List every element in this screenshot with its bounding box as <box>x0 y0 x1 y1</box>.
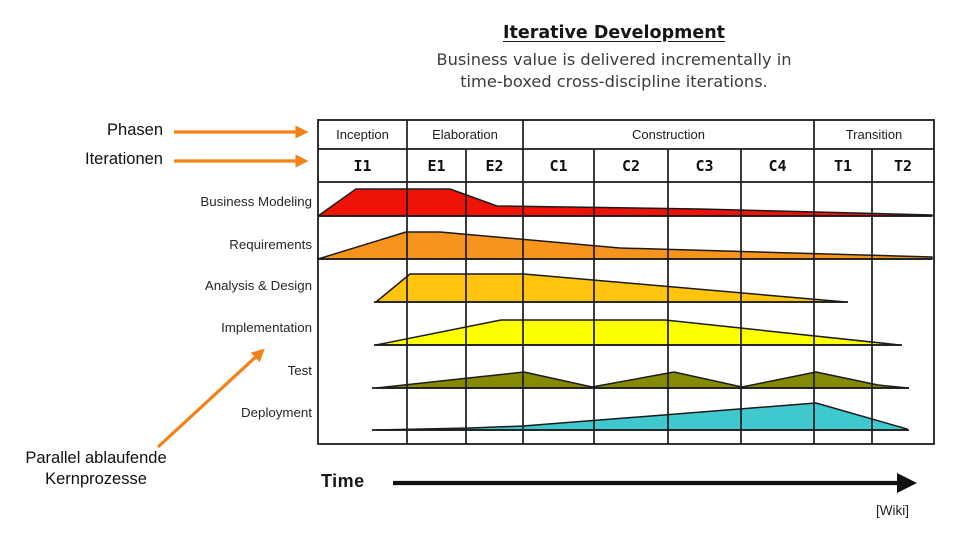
discipline-label-business-modeling: Business Modeling <box>200 194 312 209</box>
iteration-label-c3: C3 <box>695 156 714 175</box>
iteration-label-e1: E1 <box>427 156 446 175</box>
phase-label-construction: Construction <box>632 126 705 142</box>
phase-label-elaboration: Elaboration <box>432 126 498 142</box>
diagram-subtitle: Business value is delivered incrementall… <box>318 49 910 92</box>
discipline-label-analysis-design: Analysis & Design <box>204 278 312 293</box>
parallel-note-line1: Parallel ablaufende <box>25 449 167 467</box>
iteration-label-c1: C1 <box>549 156 568 175</box>
phasen-label: Phasen <box>107 121 163 139</box>
iteration-label-t1: T1 <box>833 156 853 175</box>
diagram-subtitle-line1: Business value is delivered incrementall… <box>436 50 792 69</box>
iteration-label-i1: I1 <box>353 156 372 175</box>
discipline-label-deployment: Deployment <box>241 405 312 420</box>
discipline-label-implementation: Implementation <box>221 320 312 335</box>
discipline-label-requirements: Requirements <box>229 237 312 252</box>
parallel-note-line2: Kernprozesse <box>45 470 147 488</box>
discipline-label-test: Test <box>287 363 312 378</box>
time-label: Time <box>321 471 365 491</box>
phase-label-inception: Inception <box>336 126 389 142</box>
iteration-label-t2: T2 <box>893 156 913 175</box>
iterationen-label: Iterationen <box>85 150 163 168</box>
phase-label-transition: Transition <box>845 126 903 142</box>
iteration-label-c2: C2 <box>621 156 641 175</box>
hump-test <box>375 371 909 389</box>
diagram-title: Iterative Development <box>502 23 726 43</box>
iteration-label-c4: C4 <box>768 156 787 175</box>
parallel-note: Parallel ablaufende Kernprozesse <box>0 448 192 490</box>
source-label: [Wiki] <box>876 503 909 518</box>
iteration-label-e2: E2 <box>485 156 504 175</box>
parallel-arrow <box>156 348 265 449</box>
diagram-subtitle-line2: time-boxed cross-discipline iterations. <box>460 71 768 91</box>
